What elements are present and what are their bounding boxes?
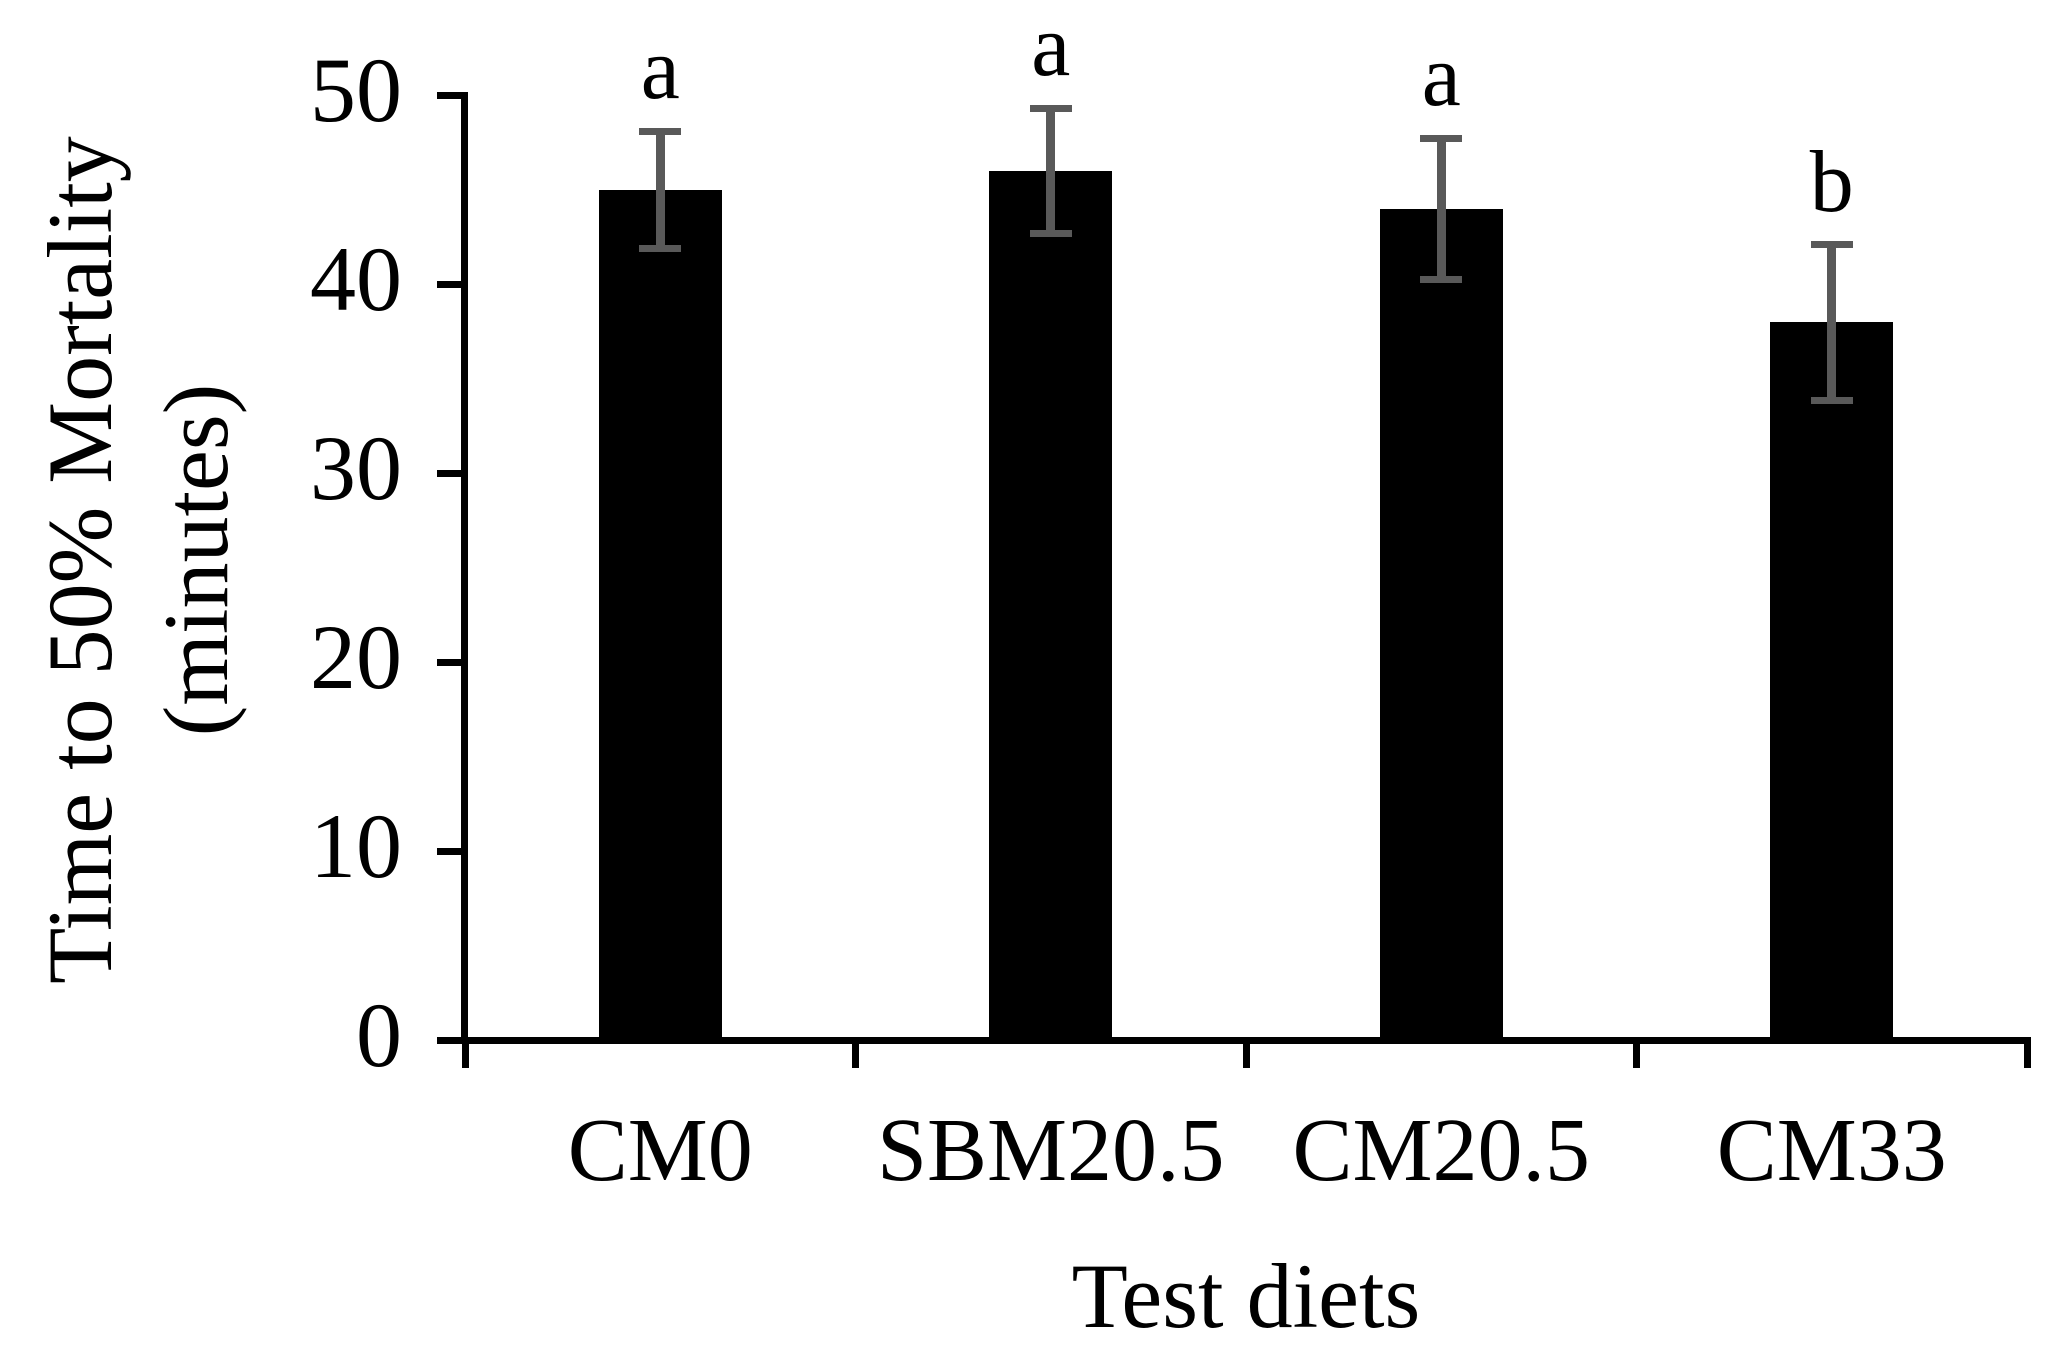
y-axis-tick: [437, 281, 465, 288]
x-axis-tick: [1242, 1037, 1250, 1068]
y-tick-label: 10: [310, 794, 402, 897]
x-tick-label-CM20.5: CM20.5: [1292, 1101, 1591, 1200]
y-axis-line: [461, 92, 468, 1044]
error-bar-cap-bottom: [1029, 230, 1072, 238]
error-bar-cap-top: [1810, 241, 1853, 249]
bar-CM0: [598, 190, 722, 1041]
x-axis-title: Test diets: [1071, 1245, 1421, 1347]
error-bar-cap-top: [639, 127, 682, 135]
y-axis-tick: [437, 659, 465, 666]
bar-SBM20.5: [989, 171, 1113, 1041]
error-bar-stem: [1827, 241, 1837, 404]
y-tick-label: 20: [310, 605, 402, 708]
error-bar-cap-top: [1420, 135, 1463, 143]
sig-letter-SBM20.5: a: [1031, 0, 1071, 95]
y-axis-tick: [437, 848, 465, 855]
error-bar-cap-bottom: [1420, 275, 1463, 283]
x-axis-tick: [461, 1037, 469, 1068]
x-axis-tick: [2023, 1037, 2031, 1068]
y-tick-label: 50: [310, 38, 402, 141]
error-bar-stem: [1436, 135, 1446, 283]
error-bar-stem: [1046, 104, 1056, 238]
y-axis-tick: [437, 470, 465, 477]
bar-CM20.5: [1379, 208, 1503, 1041]
y-tick-label: 30: [310, 416, 402, 519]
sig-letter-CM33: b: [1809, 134, 1854, 232]
error-bar-cap-top: [1029, 104, 1072, 112]
sig-letter-CM0: a: [640, 20, 680, 118]
x-tick-label-CM0: CM0: [567, 1101, 753, 1200]
bar-CM33: [1770, 322, 1894, 1041]
error-bar-cap-bottom: [1810, 396, 1853, 404]
error-bar-stem: [655, 127, 665, 253]
x-axis-tick: [1633, 1037, 1640, 1068]
error-bar-cap-bottom: [639, 245, 682, 253]
x-axis-line: [461, 1037, 2031, 1044]
x-axis-tick: [852, 1037, 859, 1068]
y-tick-label: 0: [356, 983, 402, 1086]
x-tick-label-SBM20.5: SBM20.5: [876, 1101, 1225, 1200]
sig-letter-CM20.5: a: [1421, 28, 1461, 126]
y-tick-label: 40: [310, 227, 402, 330]
x-tick-label-CM33: CM33: [1716, 1101, 1947, 1200]
y-axis-tick: [437, 1037, 465, 1044]
y-axis-tick: [437, 92, 465, 99]
